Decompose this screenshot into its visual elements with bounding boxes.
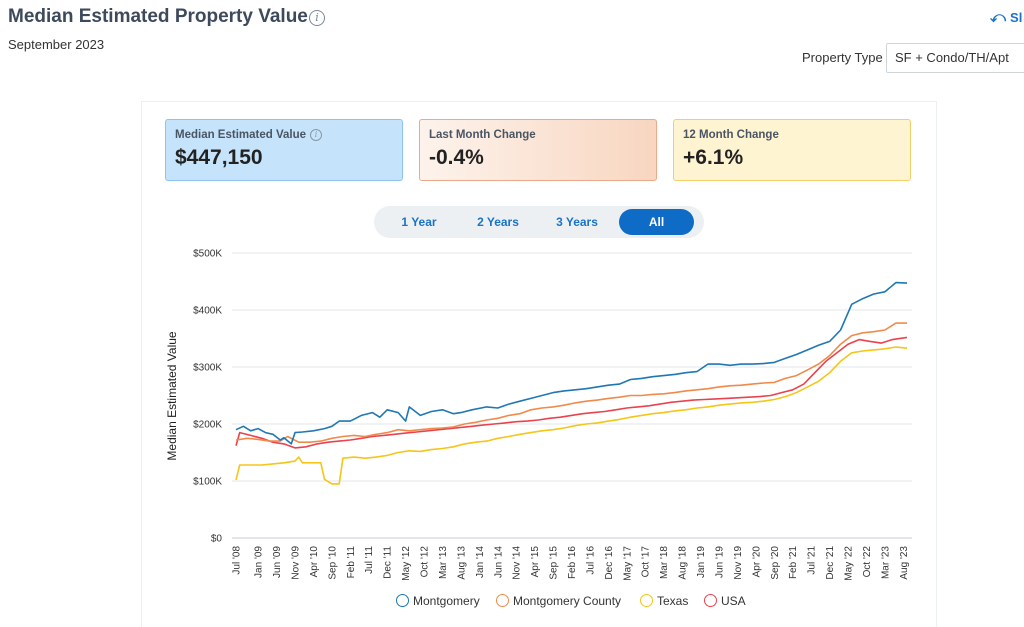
tab-1-year[interactable]: 1 Year — [401, 215, 437, 229]
property-type-label: Property Type — [802, 50, 883, 65]
x-tick-label: Jan '14 — [475, 546, 486, 578]
x-tick-label: Apr '20 — [751, 546, 762, 578]
legend-item-montgomery[interactable]: Montgomery — [396, 594, 480, 608]
legend-item-texas[interactable]: Texas — [640, 594, 688, 608]
x-tick-label: Nov '19 — [733, 546, 744, 580]
x-tick-label: Aug '13 — [456, 546, 467, 580]
y-tick-label: $100K — [193, 477, 222, 488]
last-month-change-label: Last Month Change — [429, 129, 536, 141]
x-tick-label: Jun '09 — [272, 546, 283, 578]
x-tick-label: Apr '15 — [530, 546, 541, 578]
legend-item-montgomery-county[interactable]: Montgomery County — [496, 594, 621, 608]
twelve-month-change-card: 12 Month Change +6.1% — [673, 119, 911, 181]
y-tick-label: $200K — [193, 420, 222, 431]
x-tick-label: May '22 — [844, 546, 855, 581]
median-value-card: Median Estimated Value i $447,150 — [165, 119, 403, 181]
tab-all[interactable]: All — [619, 209, 694, 235]
x-tick-label: Jun '14 — [493, 546, 504, 578]
info-icon[interactable]: i — [309, 10, 325, 26]
y-tick-label: $300K — [193, 363, 222, 374]
share-icon: ⤺ — [990, 9, 1007, 26]
legend-circle-icon — [396, 594, 409, 607]
y-tick-label: $500K — [193, 249, 222, 260]
legend-label: Texas — [657, 594, 689, 608]
x-tick-label: Jul '21 — [807, 546, 818, 575]
x-tick-label: Nov '09 — [290, 546, 301, 580]
x-tick-label: Jan '19 — [696, 546, 707, 578]
twelve-month-change-value: +6.1% — [683, 146, 744, 169]
x-tick-label: Oct '12 — [420, 546, 431, 578]
x-tick-label: Aug '23 — [899, 546, 910, 580]
x-tick-label: Jul '08 — [232, 546, 243, 575]
page-subtitle: September 2023 — [8, 37, 105, 52]
last-month-change-value: -0.4% — [429, 146, 484, 169]
x-tick-label: Jul '11 — [364, 546, 375, 574]
y-tick-label: $400K — [193, 306, 222, 317]
x-tick-label: Dec '16 — [604, 546, 615, 580]
range-tabs: 1 Year 2 Years 3 Years All — [374, 206, 704, 238]
series-lines — [235, 281, 908, 485]
series-line-montgomery — [235, 281, 908, 445]
x-tick-label: Sep '15 — [549, 546, 560, 580]
chart-panel — [141, 101, 937, 627]
x-tick-label: Mar '13 — [438, 546, 449, 579]
x-tick-label: May '12 — [401, 546, 412, 581]
x-tick-label: Aug '18 — [678, 546, 689, 580]
tab-2-years[interactable]: 2 Years — [477, 215, 519, 229]
y-axis-title: Median Estimated Value — [165, 331, 179, 461]
legend-circle-icon — [704, 594, 717, 607]
legend-item-usa[interactable]: USA — [704, 594, 746, 608]
x-tick-label: Apr '10 — [309, 546, 320, 578]
x-tick-label: Feb '16 — [567, 546, 578, 579]
x-tick-label: Jan '09 — [254, 546, 265, 578]
series-line-montgomery-county — [235, 322, 907, 443]
x-tick-label: Feb '21 — [788, 546, 799, 579]
legend-label: Montgomery — [413, 594, 480, 608]
legend-label: Montgomery County — [513, 594, 622, 608]
tab-3-years[interactable]: 3 Years — [556, 215, 598, 229]
page-title: Median Estimated Property Value — [8, 6, 308, 27]
x-tick-label: Mar '18 — [659, 546, 670, 579]
x-tick-label: Oct '17 — [641, 546, 652, 578]
x-tick-label: Jul '16 — [585, 546, 596, 575]
x-tick-label: Feb '11 — [346, 546, 357, 579]
x-tick-label: Dec '11 — [383, 546, 394, 579]
legend-circle-icon — [496, 594, 509, 607]
x-tick-label: Oct '22 — [862, 546, 873, 578]
y-axis-ticks: $0 $100K $200K $300K $400K $500K — [193, 249, 222, 545]
legend: Montgomery Montgomery County Texas USA — [0, 594, 1024, 612]
share-button[interactable]: ⤺ Sl — [990, 9, 1022, 26]
legend-circle-icon — [640, 594, 653, 607]
legend-label: USA — [721, 594, 746, 608]
twelve-month-change-label: 12 Month Change — [683, 129, 779, 141]
y-tick-label: $0 — [211, 534, 223, 545]
x-tick-label: Nov '14 — [512, 546, 523, 580]
series-line-usa — [235, 336, 908, 449]
x-tick-label: Dec '21 — [825, 546, 836, 580]
median-value: $447,150 — [175, 146, 263, 169]
series-line-texas — [235, 346, 908, 485]
x-tick-label: May '17 — [622, 546, 633, 581]
x-tick-label: Mar '23 — [880, 546, 891, 579]
property-type-select[interactable]: SF + Condo/TH/Apt — [886, 43, 1024, 73]
info-icon[interactable]: i — [310, 129, 323, 141]
grid-lines — [232, 252, 912, 539]
median-value-label: Median Estimated Value — [175, 129, 307, 141]
last-month-change-card: Last Month Change -0.4% — [419, 119, 657, 181]
x-axis-ticks: Jul '08 Jan '09 Jun '09 Nov '09 Apr '10 Sep '… — [232, 546, 910, 581]
x-tick-label: Sep '20 — [770, 546, 781, 580]
x-tick-label: Sep '10 — [327, 546, 338, 580]
x-tick-label: Jun '19 — [714, 546, 725, 578]
share-label: Sl — [1010, 10, 1023, 25]
